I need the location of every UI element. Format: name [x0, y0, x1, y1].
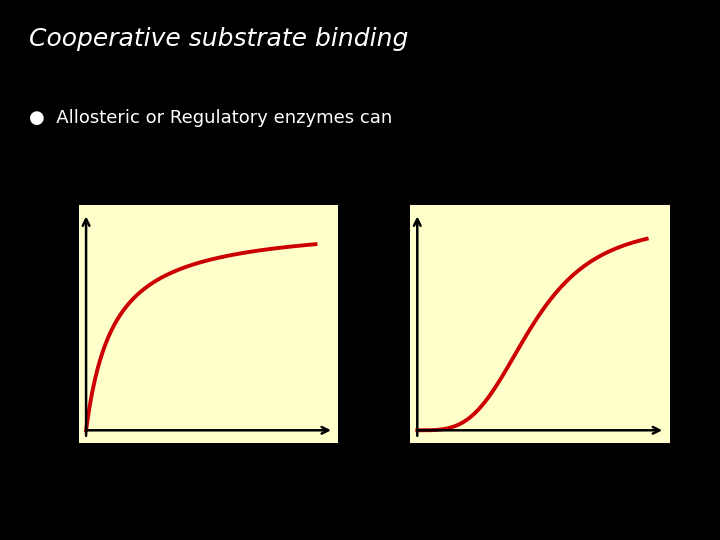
Text: ●  Allosteric or Regulatory enzymes can: ● Allosteric or Regulatory enzymes can [29, 109, 392, 127]
Text: Cooperative substrate binding: Cooperative substrate binding [29, 27, 408, 51]
Text: Allosteric
Enzyme: Allosteric Enzyme [487, 158, 576, 197]
Text: Substrate
Concentration: Substrate Concentration [471, 464, 593, 496]
Text: Rate: Rate [9, 331, 55, 349]
Text: Single Subunit
Enzyme: Single Subunit Enzyme [132, 158, 269, 197]
Text: Substrate
Concentration: Substrate Concentration [140, 464, 261, 496]
